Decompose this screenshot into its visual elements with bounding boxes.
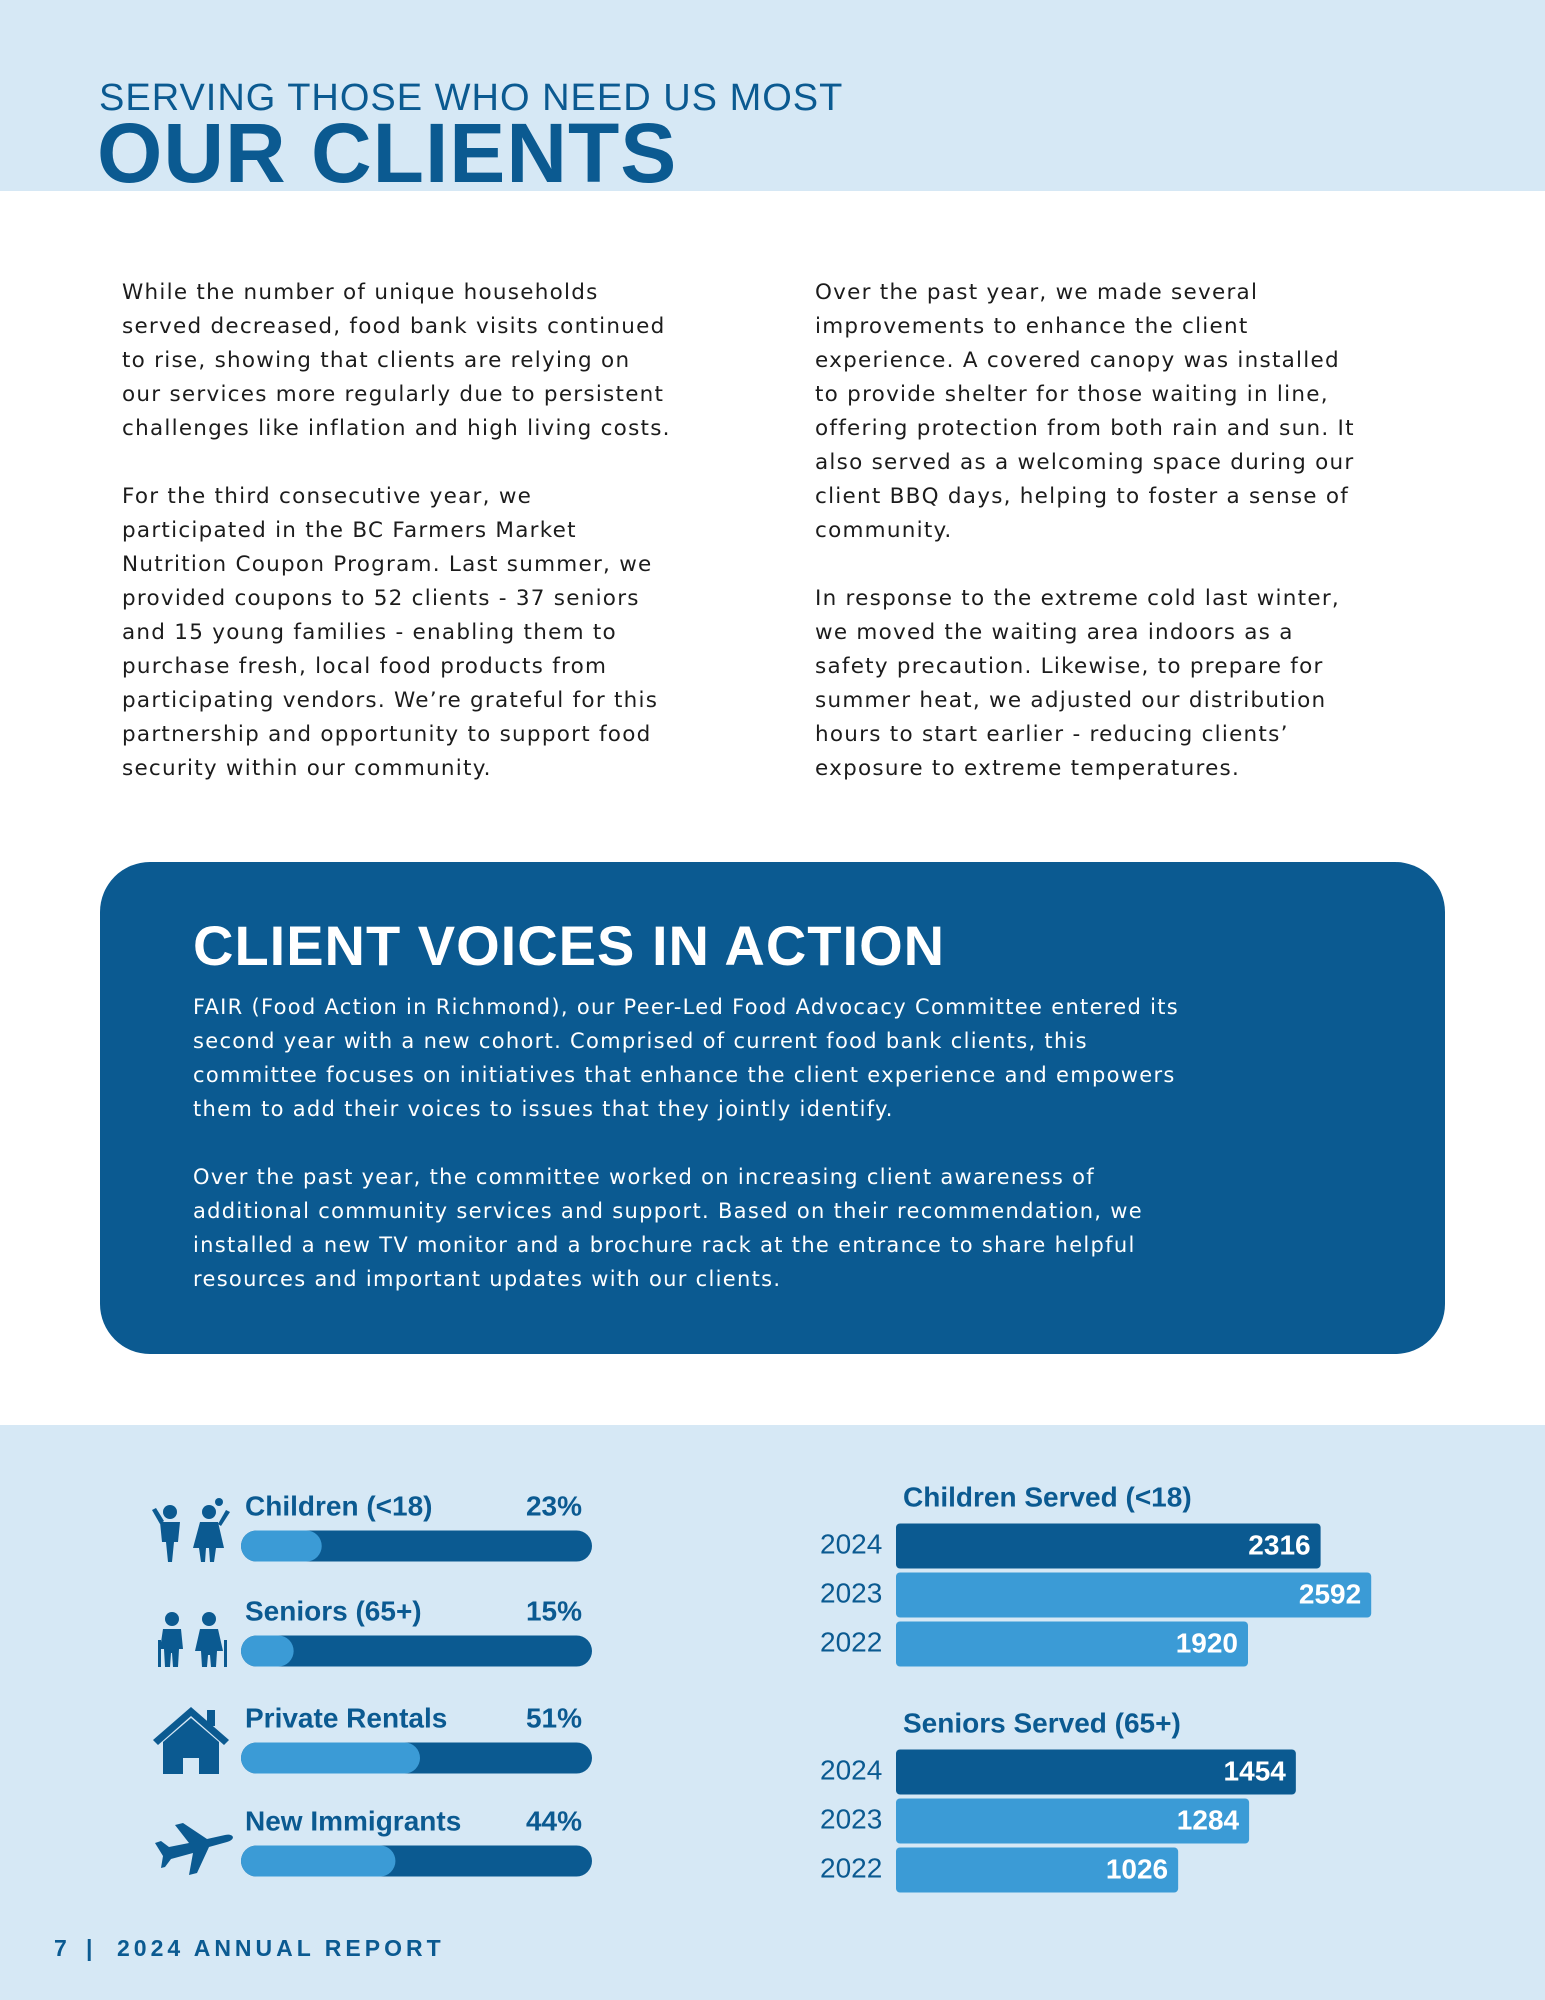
children-icon: [152, 1498, 230, 1562]
stat-value-label: 44%: [526, 1805, 582, 1836]
text-line: second year with a new cohort. Comprised…: [193, 1029, 1088, 1053]
footer-page: 7: [54, 1935, 67, 1961]
footer-title: 2024 ANNUAL REPORT: [117, 1935, 445, 1961]
stat-label: Private Rentals: [245, 1702, 447, 1733]
footer-separator: |: [86, 1935, 92, 1961]
house-icon: [153, 1707, 229, 1774]
text-line: community.: [815, 518, 953, 543]
text-line: participated in the BC Farmers Market: [122, 518, 577, 543]
progress-bar: [241, 1845, 396, 1877]
stat-value-label: 23%: [526, 1490, 582, 1521]
stat-label: Seniors (65+): [245, 1595, 422, 1626]
text-line: participating vendors. We’re grateful fo…: [122, 688, 658, 713]
bar-value-label: 2592: [1299, 1578, 1361, 1609]
bar-value-label: 1920: [1176, 1627, 1238, 1658]
chart-title: Children Served (<18): [903, 1481, 1192, 1512]
text-line: Over the past year, the committee worked…: [193, 1165, 1095, 1189]
stat-value-label: 51%: [526, 1702, 582, 1733]
text-line: FAIR (Food Action in Richmond), our Peer…: [193, 995, 1179, 1019]
text-line: installed a new TV monitor and a brochur…: [193, 1233, 1136, 1257]
text-line: our services more regularly due to persi…: [122, 382, 664, 407]
header-band: [0, 0, 1545, 191]
text-line: hours to start earlier - reducing client…: [815, 722, 1289, 747]
text-line: purchase fresh, local food products from: [122, 654, 607, 679]
text-line: we moved the waiting area indoors as a: [815, 620, 1294, 645]
seniors-icon: [158, 1612, 227, 1667]
year-label: 2024: [820, 1528, 882, 1559]
bar-value-label: 2316: [1248, 1529, 1310, 1560]
text-line: safety precaution. Likewise, to prepare …: [815, 654, 1324, 679]
bar: [896, 1798, 1250, 1844]
text-line: and 15 young families - enabling them to: [122, 620, 617, 645]
text-line: Over the past year, we made several: [815, 280, 1258, 305]
text-line: to rise, showing that clients are relyin…: [122, 348, 630, 373]
year-label: 2022: [820, 1626, 882, 1657]
bar-value-label: 1454: [1224, 1755, 1287, 1786]
progress-bar: [241, 1635, 294, 1667]
kicker: SERVING THOSE WHO NEED US MOST: [99, 77, 843, 119]
text-line: offering protection from both rain and s…: [815, 416, 1355, 441]
progress-bar: [241, 1530, 322, 1562]
bar-value-label: 1026: [1106, 1853, 1168, 1884]
year-label: 2024: [820, 1754, 882, 1785]
progress-track: [241, 1530, 592, 1562]
text-line: experience. A covered canopy was install…: [815, 348, 1340, 373]
callout-title: CLIENT VOICES IN ACTION: [193, 914, 945, 977]
text-line: to provide shelter for those waiting in …: [815, 382, 1329, 407]
year-label: 2022: [820, 1852, 882, 1883]
stat-label: New Immigrants: [245, 1805, 461, 1836]
stat-value-label: 15%: [526, 1595, 582, 1626]
text-line: additional community services and suppor…: [193, 1199, 1143, 1223]
text-line: summer heat, we adjusted our distributio…: [815, 688, 1326, 713]
page-title: OUR CLIENTS: [97, 106, 677, 200]
text-line: While the number of unique households: [122, 280, 599, 305]
progress-track: [241, 1635, 592, 1667]
text-line: For the third consecutive year, we: [122, 484, 532, 509]
year-label: 2023: [820, 1803, 882, 1834]
progress-bar: [241, 1742, 421, 1774]
stats-band: [0, 1425, 1545, 2000]
chart-title: Seniors Served (65+): [903, 1707, 1181, 1738]
text-line: security within our community.: [122, 756, 492, 781]
text-line: also served as a welcoming space during …: [815, 450, 1355, 475]
text-line: resources and important updates with our…: [193, 1267, 781, 1291]
text-line: provided coupons to 52 clients - 37 seni…: [122, 586, 640, 611]
text-line: In response to the extreme cold last win…: [815, 586, 1340, 611]
text-line: client BBQ days, helping to foster a sen…: [815, 484, 1349, 509]
bar: [896, 1523, 1321, 1569]
bar: [896, 1621, 1248, 1667]
text-line: improvements to enhance the client: [815, 314, 1249, 339]
callout-box: [100, 862, 1445, 1354]
bar: [896, 1749, 1296, 1795]
text-line: exposure to extreme temperatures.: [815, 756, 1240, 781]
text-line: Nutrition Coupon Program. Last summer, w…: [122, 552, 653, 577]
bar-value-label: 1284: [1177, 1804, 1240, 1835]
bar: [896, 1572, 1372, 1618]
text-line: committee focuses on initiatives that en…: [193, 1063, 1176, 1087]
text-line: partnership and opportunity to support f…: [122, 722, 652, 747]
plane-icon: [155, 1823, 233, 1875]
bar: [896, 1847, 1179, 1893]
stat-label: Children (<18): [245, 1490, 432, 1521]
text-line: served decreased, food bank visits conti…: [122, 314, 665, 339]
text-line: them to add their voices to issues that …: [193, 1097, 894, 1121]
year-label: 2023: [820, 1577, 882, 1608]
text-line: challenges like inflation and high livin…: [122, 416, 671, 441]
